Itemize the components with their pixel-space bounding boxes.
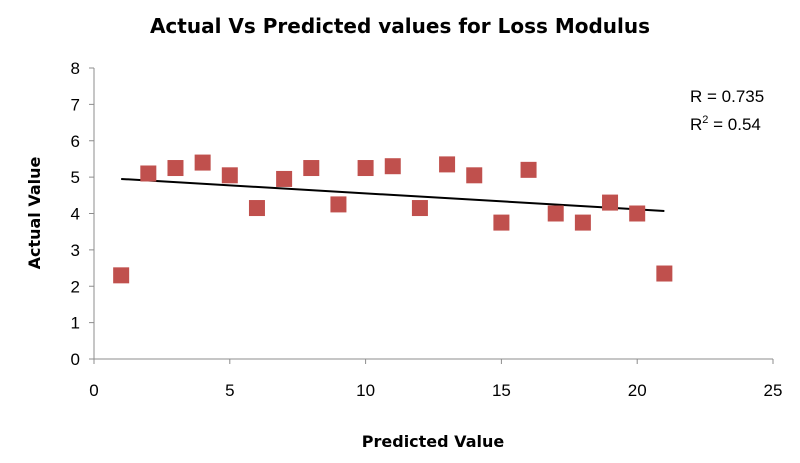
data-point xyxy=(629,205,646,222)
data-point xyxy=(520,161,537,178)
y-tick-label: 0 xyxy=(71,350,80,369)
x-axis-title: Predicted Value xyxy=(362,432,505,451)
y-tick-label: 6 xyxy=(71,132,80,151)
data-point xyxy=(411,200,428,217)
data-point xyxy=(276,170,293,187)
data-point xyxy=(167,160,184,177)
x-tick-label: 25 xyxy=(764,381,783,400)
y-tick-label: 4 xyxy=(71,205,80,224)
data-point xyxy=(466,167,483,184)
y-tick-label: 2 xyxy=(71,277,80,296)
chart-title: Actual Vs Predicted values for Loss Modu… xyxy=(150,14,650,38)
data-point xyxy=(656,265,673,282)
x-tick-label: 10 xyxy=(356,381,375,400)
data-point xyxy=(221,167,238,184)
x-tick-label: 5 xyxy=(225,381,234,400)
data-point xyxy=(602,194,619,211)
y-axis-title: Actual Value xyxy=(25,156,44,269)
r2-annotation: R2 = 0.54 xyxy=(690,114,761,134)
x-tick-label: 15 xyxy=(492,381,511,400)
data-point xyxy=(303,160,320,177)
data-point xyxy=(194,154,211,171)
data-point xyxy=(330,196,347,213)
x-tick-label: 20 xyxy=(628,381,647,400)
data-point xyxy=(574,214,591,231)
data-point xyxy=(493,214,510,231)
data-point xyxy=(248,200,265,217)
y-axis-ticks: 0 1 2 3 4 5 6 7 8 xyxy=(71,59,94,369)
data-point xyxy=(384,158,401,175)
y-tick-label: 8 xyxy=(71,59,80,78)
y-tick-label: 7 xyxy=(71,95,80,114)
data-point xyxy=(547,205,564,222)
data-point xyxy=(113,267,130,284)
y-tick-label: 5 xyxy=(71,168,80,187)
data-point xyxy=(439,156,456,173)
x-tick-label: 0 xyxy=(89,381,98,400)
r-annotation: R = 0.735 xyxy=(690,87,764,106)
r2-value: = 0.54 xyxy=(708,115,760,134)
r2-symbol: R xyxy=(690,115,702,134)
trendline xyxy=(121,177,665,212)
y-tick-label: 1 xyxy=(71,314,80,333)
data-point xyxy=(357,160,374,177)
data-points xyxy=(113,154,673,284)
y-tick-label: 3 xyxy=(71,241,80,260)
x-axis-ticks: 0 5 10 15 20 25 xyxy=(89,359,782,400)
r2-superscript: 2 xyxy=(702,114,708,126)
data-point xyxy=(140,165,157,182)
